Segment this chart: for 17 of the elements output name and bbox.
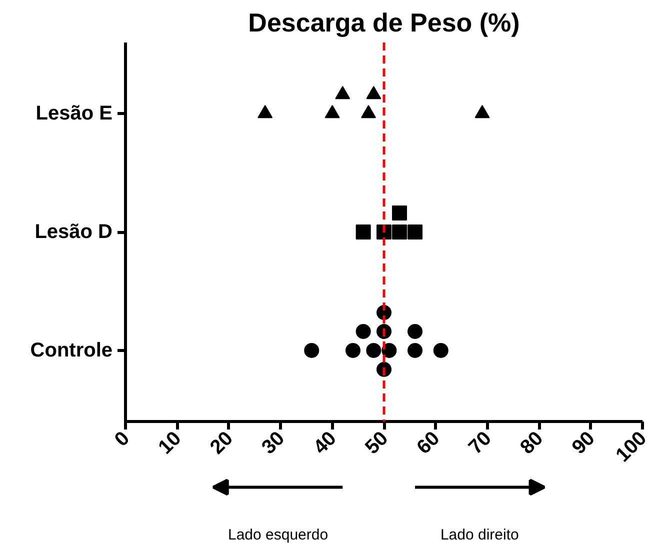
y-tick-label: Lesão D [34,221,113,243]
text: Lado esquerdo [228,526,328,544]
x-tick-label: 90 [568,427,600,459]
x-tick-label: 60 [412,427,444,459]
x-tick-label: 50 [361,427,392,459]
text: Lado direito [440,526,519,544]
x-tick-label: 20 [206,427,238,459]
chart-title: Descarga de Peso (%) [248,8,520,38]
y-tick-label: Controle [30,339,112,362]
y-tick-label: Lesão E [36,102,113,125]
x-tick-label: 40 [309,427,341,459]
x-tick-label: 100 [612,427,651,467]
x-tick-label: 10 [154,427,186,459]
x-tick-label: 0 [110,427,134,451]
x-tick-label: 30 [258,427,290,459]
x-tick-label: 70 [464,427,496,459]
x-tick-label: 80 [516,427,548,459]
